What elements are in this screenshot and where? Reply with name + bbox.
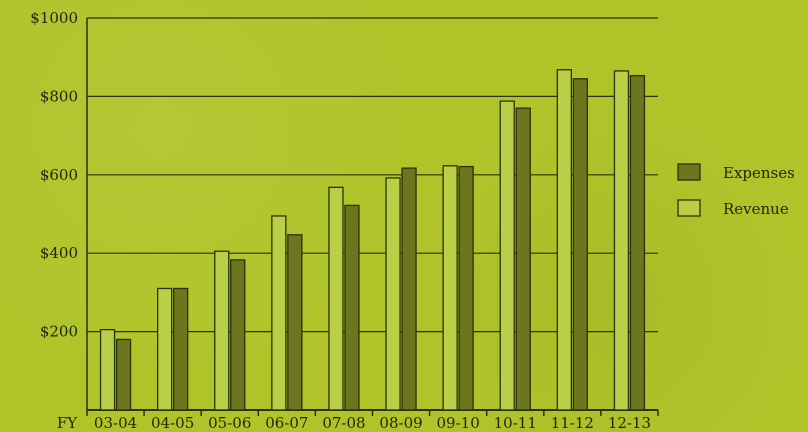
expenses-legend-swatch: [677, 163, 701, 181]
x-tick-label: 03-04: [94, 414, 137, 432]
x-tick-label: 06-07: [265, 414, 308, 432]
revenue-bar: [99, 328, 116, 411]
revenue-legend-label: Revenue: [723, 200, 789, 218]
expenses-bar: [458, 165, 474, 411]
revenue-bar: [328, 186, 344, 411]
y-tick-label: $1000: [30, 9, 78, 27]
expenses-bar: [629, 74, 646, 411]
revenue-bar: [556, 69, 572, 411]
revenue-legend-swatch: [677, 199, 701, 217]
expenses-bar: [172, 287, 189, 411]
revenue-bar: [271, 215, 287, 411]
revenue-bar: [613, 70, 630, 411]
x-tick-label: 05-06: [208, 414, 251, 432]
x-tick-label: 10-11: [494, 414, 537, 432]
expenses-bar: [115, 338, 132, 411]
y-tick-label: $800: [40, 87, 78, 105]
x-tick-label: 08-09: [379, 414, 422, 432]
x-tick-label: 09-10: [437, 414, 480, 432]
expenses-legend-label: Expenses: [723, 164, 795, 182]
expenses-bar: [515, 107, 531, 411]
y-tick-label: $600: [40, 166, 78, 184]
revenue-bar: [214, 250, 230, 411]
revenue-bar: [156, 287, 173, 411]
expenses-bar: [572, 78, 588, 411]
y-tick-label: $400: [40, 244, 78, 262]
expenses-bar: [287, 234, 303, 411]
x-axis-prefix-label: FY: [57, 414, 78, 432]
x-tick-label: 07-08: [322, 414, 365, 432]
revenue-bar: [385, 177, 401, 411]
expenses-bar: [401, 167, 417, 411]
revenue-bar: [499, 100, 515, 411]
x-tick-label: 12-13: [608, 414, 651, 432]
y-tick-label: $200: [40, 323, 78, 341]
x-tick-label: 04-05: [151, 414, 194, 432]
x-tick-label: 11-12: [551, 414, 594, 432]
expenses-bar: [344, 204, 360, 411]
revenue-bar: [442, 165, 458, 411]
expenses-bar: [230, 259, 246, 411]
